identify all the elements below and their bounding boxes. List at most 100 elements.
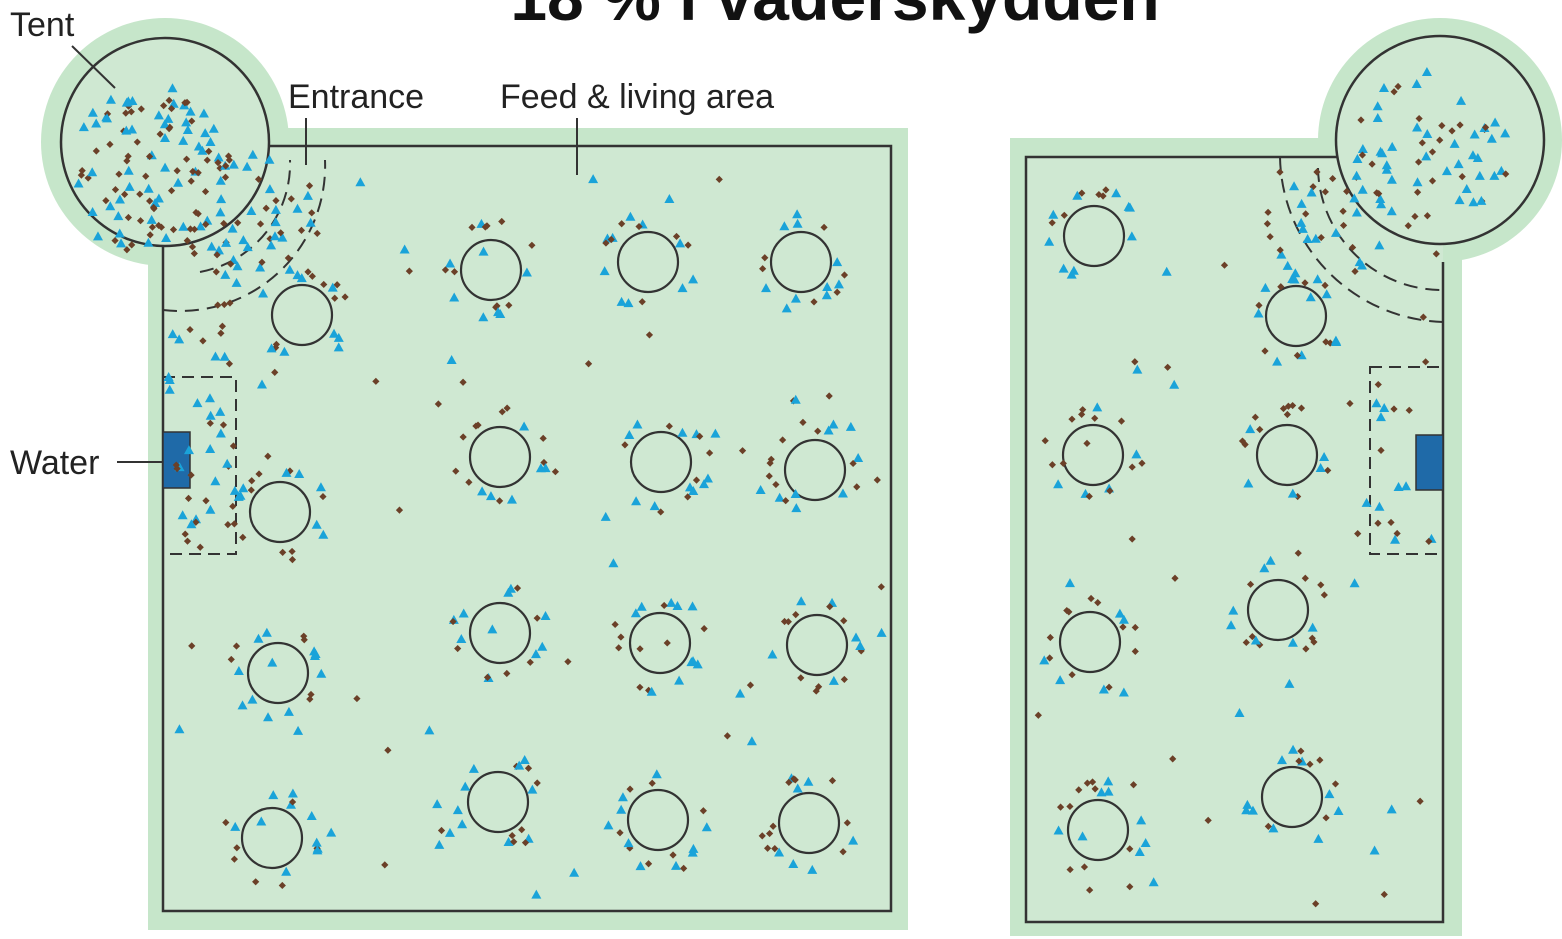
diamond-marker — [146, 197, 154, 205]
diamond-marker — [636, 683, 644, 691]
triangle-marker — [1375, 412, 1386, 422]
diamond-marker — [1310, 638, 1318, 646]
diamond-marker — [1293, 351, 1301, 360]
triangle-marker — [277, 232, 288, 242]
diamond-marker — [853, 483, 861, 491]
triangle-marker — [153, 193, 164, 203]
diamond-marker — [1394, 82, 1402, 91]
diamond-marker — [1276, 246, 1284, 254]
triangle-marker — [1381, 164, 1392, 174]
triangle-marker — [1490, 117, 1501, 127]
feeder-post — [468, 425, 532, 489]
triangle-marker — [672, 600, 683, 610]
diamond-marker — [1075, 786, 1083, 794]
triangle-marker — [269, 231, 280, 241]
diamond-marker — [1083, 439, 1091, 447]
diamond-marker — [1380, 890, 1388, 899]
diamond-marker — [224, 152, 233, 160]
triangle-marker — [256, 379, 267, 389]
triangle-marker — [670, 860, 681, 870]
triangle-marker — [204, 393, 215, 403]
diamond-marker — [692, 476, 701, 484]
diamond-marker — [1306, 760, 1314, 768]
diamond-marker — [1339, 207, 1347, 215]
diamond-marker — [106, 140, 114, 148]
diamond-marker — [287, 195, 295, 203]
triangle-marker — [1048, 209, 1059, 219]
triangle-marker — [478, 246, 489, 256]
diamond-marker — [617, 633, 625, 641]
diamond-marker — [111, 185, 120, 194]
diamond-marker — [1204, 816, 1212, 825]
triangle-marker — [229, 485, 240, 495]
diamond-marker — [540, 458, 548, 467]
triangle-marker — [588, 174, 599, 184]
triangle-marker — [1377, 148, 1388, 158]
diamond-marker — [645, 331, 654, 339]
diamond-marker — [165, 125, 173, 133]
triangle-marker — [1096, 787, 1107, 797]
triangle-marker — [87, 206, 98, 216]
diamond-marker — [182, 155, 191, 163]
triangle-marker — [1289, 181, 1300, 191]
diamond-marker — [521, 839, 530, 847]
triangle-marker — [267, 657, 278, 667]
triangle-marker — [434, 839, 445, 849]
diamond-marker — [1083, 779, 1091, 787]
feeder-post — [1066, 798, 1130, 862]
triangle-marker — [123, 165, 134, 175]
triangle-marker — [87, 107, 98, 117]
triangle-marker — [1351, 207, 1362, 217]
diamond-marker — [1276, 168, 1284, 176]
diamond-marker — [384, 746, 392, 754]
triangle-marker — [1055, 675, 1066, 685]
triangle-marker — [1386, 804, 1397, 814]
triangle-marker — [233, 665, 244, 675]
diamond-marker — [839, 848, 847, 856]
diamond-marker — [1436, 136, 1444, 144]
triangle-marker — [1226, 620, 1237, 630]
triangle-marker — [123, 96, 134, 106]
triangle-marker — [1103, 776, 1114, 786]
diamond-marker — [1418, 139, 1426, 147]
diamond-marker — [188, 117, 196, 125]
triangle-marker — [1077, 831, 1088, 841]
triangle-marker — [487, 624, 498, 634]
diamond-marker — [843, 819, 851, 827]
diamond-marker — [602, 239, 610, 247]
diamond-marker — [1117, 417, 1126, 425]
diamond-marker — [459, 433, 467, 441]
triangle-marker — [485, 491, 496, 501]
triangle-marker — [164, 384, 175, 394]
triangle-marker — [105, 94, 116, 104]
feeder-post — [628, 611, 692, 675]
triangle-marker — [623, 838, 634, 848]
triangle-marker — [521, 267, 532, 277]
triangle-marker — [143, 183, 154, 193]
diamond-marker — [524, 764, 533, 772]
triangle-marker — [1378, 83, 1389, 93]
diamond-marker — [1078, 410, 1086, 419]
triangle-marker — [205, 137, 216, 147]
diamond-marker — [1091, 785, 1099, 793]
diamond-marker — [1428, 177, 1437, 185]
diamond-marker — [765, 829, 774, 838]
triangle-marker — [832, 257, 843, 267]
diamond-marker — [167, 104, 176, 113]
diamond-marker — [1087, 594, 1095, 603]
triangle-marker — [616, 296, 627, 306]
diamond-marker — [1264, 208, 1272, 216]
triangle-marker — [302, 190, 313, 200]
triangle-marker — [163, 372, 174, 382]
triangle-marker — [1053, 479, 1064, 489]
triangle-marker — [790, 293, 801, 303]
triangle-marker — [651, 769, 662, 779]
triangle-marker — [791, 503, 802, 513]
diamond-marker — [761, 254, 769, 262]
triangle-marker — [206, 241, 217, 251]
triangle-marker — [1411, 79, 1422, 89]
diamond-marker — [225, 360, 234, 368]
diamond-marker — [1105, 683, 1113, 691]
diamond-marker — [1080, 863, 1089, 871]
triangle-marker — [444, 827, 455, 837]
